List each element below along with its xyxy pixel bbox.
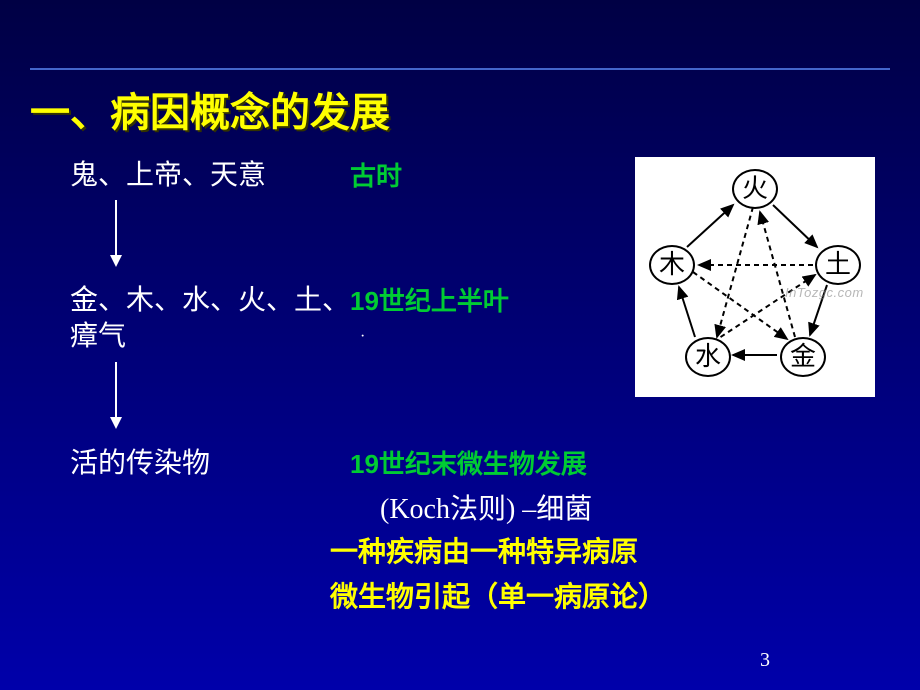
yellow-line-1: 一种疾病由一种特异病原 <box>330 530 638 570</box>
row-2-left: 金、木、水、火、土、瘴气 <box>70 283 350 356</box>
page-number: 3 <box>760 649 770 672</box>
row-2: 金、木、水、火、土、瘴气 19世纪上半叶 <box>70 283 509 356</box>
watermark: InTozgc.com <box>785 285 864 300</box>
arrow-1 <box>115 200 117 265</box>
element-earth: 土 <box>815 245 861 285</box>
row-1: 鬼、上帝、天意 古时 <box>70 158 402 194</box>
element-water: 水 <box>685 337 731 377</box>
element-metal: 金 <box>780 337 826 377</box>
yellow-line-2: 微生物引起（单一病原论） <box>330 575 666 615</box>
center-dot: · <box>360 328 365 346</box>
row-3-left: 活的传染物 <box>70 446 350 482</box>
row-2-right: 19世纪上半叶 <box>350 283 509 319</box>
row-3-right: 19世纪末微生物发展 <box>350 446 587 482</box>
row-1-left: 鬼、上帝、天意 <box>70 158 350 194</box>
element-wood: 木 <box>649 245 695 285</box>
arrow-2 <box>115 362 117 427</box>
title-divider <box>30 68 890 70</box>
slide-title: 一、病因概念的发展 <box>30 80 390 138</box>
five-elements-diagram: 火 土 金 水 木 InTozgc.com <box>635 157 875 397</box>
row-1-right: 古时 <box>350 158 402 194</box>
koch-line: (Koch法则) –细菌 <box>380 487 592 527</box>
element-fire: 火 <box>732 169 778 209</box>
row-3: 活的传染物 19世纪末微生物发展 <box>70 446 587 482</box>
